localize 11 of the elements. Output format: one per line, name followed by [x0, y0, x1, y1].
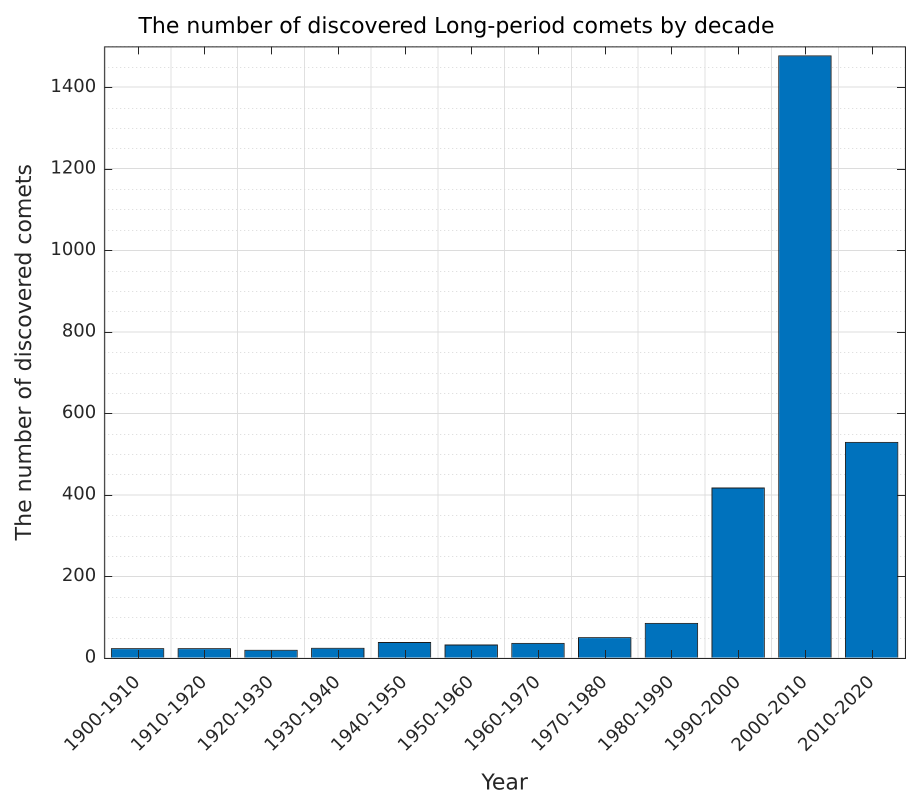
y-tick-label: 1000: [50, 238, 96, 260]
x-axis-title: Year: [480, 770, 529, 796]
y-tick-label: 400: [62, 484, 96, 505]
y-tick-label: 800: [62, 320, 96, 342]
y-tick-label: 600: [62, 402, 96, 423]
chart-title: The number of discovered Long-period comets by decade: [137, 14, 775, 39]
y-tick-label: 1400: [50, 76, 96, 97]
y-tick-label: 0: [84, 646, 96, 668]
y-axis-title: The number of discovered comets: [12, 164, 37, 542]
y-tick-label: 1200: [50, 157, 96, 178]
y-tick-label: 200: [62, 565, 96, 586]
